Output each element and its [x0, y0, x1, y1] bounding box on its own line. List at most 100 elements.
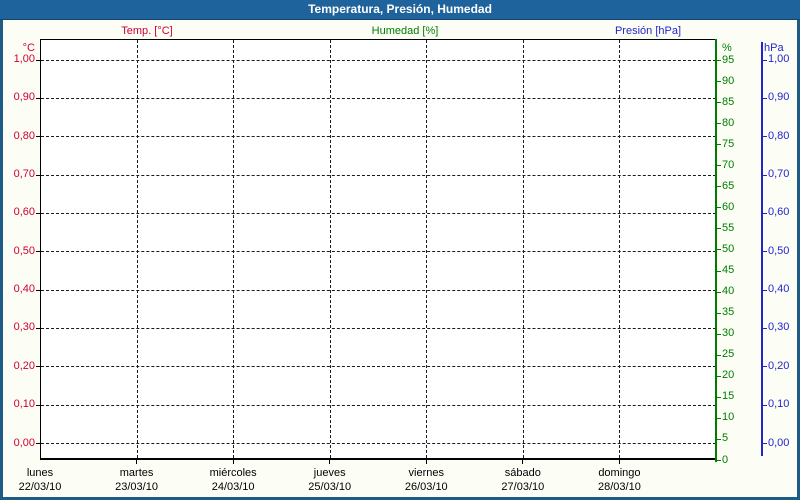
temp-axis-tick	[36, 251, 40, 253]
pressure-axis-tick	[763, 251, 767, 253]
humidity-axis-line	[715, 39, 717, 462]
day-tick	[329, 460, 331, 464]
day-gridline	[233, 40, 235, 458]
pressure-axis-tick	[763, 289, 767, 291]
day-date-label: 26/03/10	[404, 481, 448, 493]
day-gridline	[136, 40, 138, 458]
pressure-axis-tick	[763, 366, 767, 368]
pressure-axis-tick	[763, 327, 767, 329]
pressure-axis-unit: hPa	[764, 42, 784, 54]
day-name-label: lunes	[26, 467, 54, 479]
temp-axis-tick-label: 0,20	[13, 359, 35, 372]
temp-axis-tick-label: 0,30	[13, 321, 35, 334]
day-date-label: 25/03/10	[308, 481, 352, 493]
pressure-axis-tick-label: 0,00	[768, 436, 790, 449]
h-gridline	[41, 404, 716, 406]
day-name-label: jueves	[313, 467, 346, 479]
temp-axis-tick	[36, 404, 40, 406]
temp-axis-tick-label: 0,90	[13, 91, 35, 104]
humidity-axis-tick-label: 50	[722, 242, 735, 255]
humidity-axis-tick-label: 20	[722, 369, 735, 382]
humidity-axis-tick	[717, 270, 721, 272]
pressure-axis-tick-label: 0,40	[768, 283, 790, 296]
temp-axis-tick-label: 0,10	[13, 398, 35, 411]
day-name-label: sábado	[504, 467, 541, 479]
h-gridline	[41, 174, 716, 176]
pressure-axis-tick-label: 1,00	[768, 53, 790, 65]
legend-temp: Temp. [°C]	[121, 25, 173, 37]
pressure-axis-tick-label: 0,20	[768, 359, 790, 372]
h-gridline	[41, 136, 716, 138]
h-gridline	[41, 212, 716, 214]
day-date-label: 28/03/10	[598, 481, 641, 493]
humidity-axis-tick-label: 40	[722, 285, 735, 298]
pressure-axis-tick-label: 0,60	[768, 206, 790, 219]
humidity-axis-tick-label: 80	[722, 116, 735, 129]
day-date-label: 23/03/10	[115, 481, 158, 493]
h-gridline	[41, 97, 716, 99]
pressure-axis-tick	[763, 174, 767, 176]
humidity-axis-tick-label: 25	[722, 348, 735, 361]
temp-axis-tick-label: 0,00	[13, 436, 35, 449]
day-name-label: viernes	[408, 467, 445, 479]
pressure-axis-tick-label: 0,30	[768, 321, 790, 334]
humidity-axis-tick	[717, 312, 721, 314]
humidity-axis-tick	[717, 291, 721, 293]
humidity-axis-tick	[717, 375, 721, 377]
day-gridline	[426, 40, 428, 458]
pressure-axis-tick	[763, 443, 767, 444]
pressure-axis-tick	[763, 97, 767, 99]
humidity-axis-tick	[717, 354, 721, 356]
day-gridline	[522, 40, 524, 458]
temp-axis-tick-label: 0,60	[13, 206, 35, 219]
day-date-label: 22/03/10	[18, 481, 62, 493]
pressure-axis-tick	[763, 404, 767, 406]
day-tick	[232, 460, 234, 464]
humidity-axis-tick-label: 95	[722, 53, 735, 66]
h-gridline	[41, 59, 716, 61]
humidity-axis-tick-label: 90	[722, 74, 735, 87]
pressure-axis-tick	[763, 136, 767, 138]
plot-area	[40, 39, 716, 460]
day-tick	[522, 460, 524, 464]
h-gridline	[41, 443, 716, 444]
h-gridline	[41, 251, 716, 253]
humidity-axis-tick	[717, 396, 721, 398]
day-date-label: 24/03/10	[211, 481, 255, 493]
pressure-axis-tick-label: 0,50	[768, 244, 790, 257]
humidity-axis-tick	[717, 207, 721, 209]
day-gridline	[329, 40, 331, 458]
temp-axis-tick-label: 0,50	[13, 244, 35, 257]
humidity-axis-tick-label: 35	[722, 306, 735, 319]
temp-axis-tick-label: 0,40	[13, 283, 35, 296]
temp-axis-tick	[36, 212, 40, 214]
humidity-axis-tick	[717, 333, 721, 335]
humidity-axis-tick-label: 10	[722, 411, 735, 424]
humidity-axis-tick-label: 55	[722, 221, 735, 234]
pressure-axis-line	[761, 42, 763, 456]
temp-axis-tick	[36, 136, 40, 138]
h-gridline	[41, 289, 716, 291]
temp-axis-tick	[36, 443, 40, 444]
humidity-axis-tick	[717, 186, 721, 188]
humidity-axis-tick	[717, 417, 721, 419]
temp-axis-tick	[36, 289, 40, 291]
pressure-axis-tick	[763, 212, 767, 214]
pressure-axis-tick-label: 0,80	[768, 129, 790, 142]
pressure-axis-tick-label: 0,70	[768, 168, 790, 181]
h-gridline	[41, 366, 716, 368]
humidity-axis-tick	[717, 81, 721, 83]
temp-axis-tick-label: 0,80	[13, 129, 35, 142]
humidity-axis-tick-label: 45	[722, 264, 735, 277]
pressure-axis-tick	[763, 59, 767, 61]
day-date-label: 27/03/10	[501, 481, 545, 493]
temp-axis-tick	[36, 366, 40, 368]
day-tick	[425, 460, 427, 464]
humidity-axis-tick-label: 0	[722, 453, 729, 466]
temp-axis-tick	[36, 174, 40, 176]
humidity-axis-tick-label: 85	[722, 95, 735, 108]
window-title: Temperatura, Presión, Humedad	[0, 0, 800, 20]
temp-axis-unit: °C	[22, 42, 35, 54]
legend-pressure: Presión [hPa]	[614, 25, 682, 37]
